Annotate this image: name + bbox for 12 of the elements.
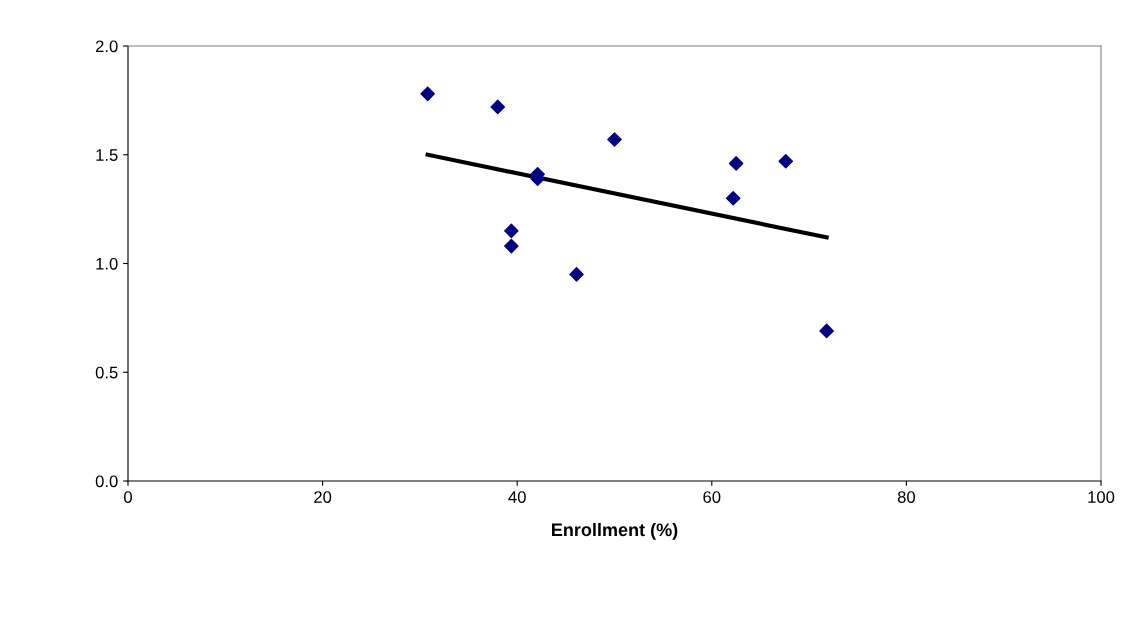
y-tick-label: 1.0 xyxy=(96,257,118,270)
x-axis-title: Enrollment (%) xyxy=(552,522,678,540)
y-tick-label: 2.0 xyxy=(95,40,118,53)
y-tick-label: 0.0 xyxy=(95,475,118,488)
y-tick-label: 0.5 xyxy=(95,366,118,379)
x-tick-label: 40 xyxy=(508,491,526,503)
x-tick-label: 100 xyxy=(1088,491,1115,503)
x-tick-label: 0 xyxy=(124,491,132,503)
y-tick-label: 1.5 xyxy=(96,149,118,161)
x-tick-label: 60 xyxy=(703,491,721,503)
x-tick-label: 80 xyxy=(897,491,916,503)
x-tick-label: 20 xyxy=(314,491,332,503)
